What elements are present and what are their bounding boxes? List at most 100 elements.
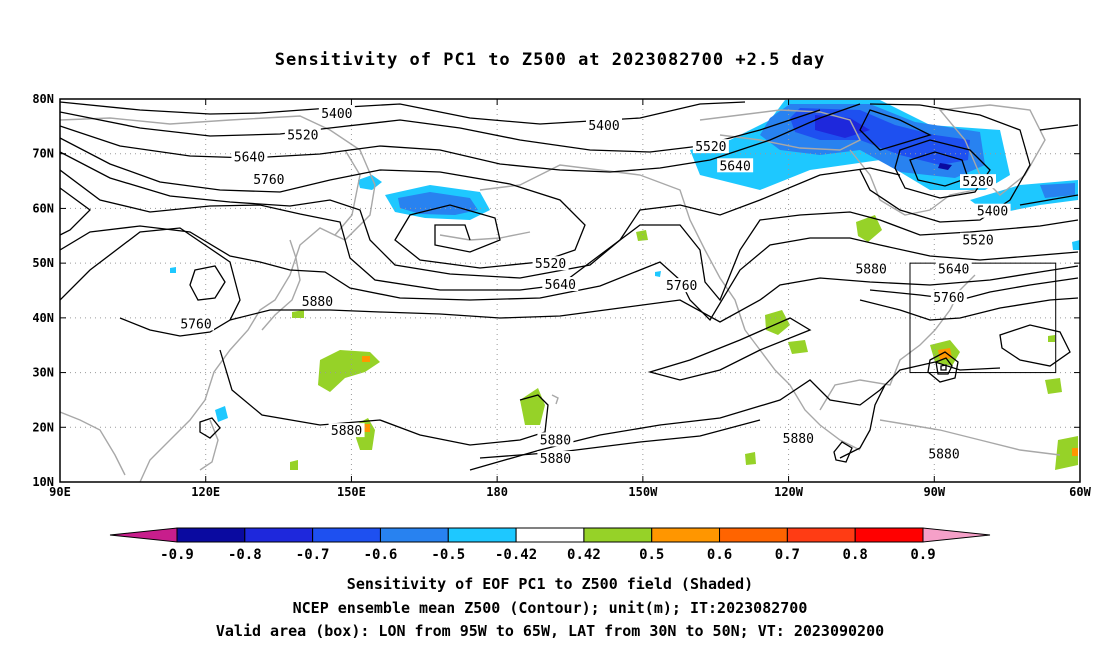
- contour-label: 5880: [783, 432, 814, 447]
- contour-label: 5520: [962, 234, 993, 249]
- contour-label: 5760: [666, 279, 697, 294]
- colorbar-label: 0.7: [775, 547, 800, 563]
- lat-label: 70N: [32, 147, 54, 161]
- shade-positive: [636, 230, 648, 241]
- colorbar-swatch: [651, 527, 721, 543]
- contour-label-bg: [780, 430, 817, 445]
- contour-line: [999, 324, 1071, 367]
- colorbar-swatch: [719, 527, 788, 543]
- contour-line: [60, 101, 746, 125]
- coastline-japan: [261, 239, 301, 331]
- contour-label-bg: [318, 105, 355, 120]
- contour-line: [60, 151, 901, 279]
- contour-line: [229, 265, 1079, 323]
- shade-negative: [398, 192, 478, 215]
- contour-label: 5880: [540, 452, 571, 467]
- colorbar-label: -0.6: [364, 547, 398, 563]
- coastline-caribbean: [879, 419, 1061, 456]
- contour-label-bg: [537, 451, 574, 466]
- coastline-alaska: [479, 164, 746, 331]
- shade-positive: [938, 348, 952, 360]
- plot-frame: [59, 98, 1081, 483]
- lon-label: 60W: [1069, 485, 1091, 499]
- lat-label: 30N: [32, 366, 54, 380]
- valid-area-box: [909, 262, 1057, 374]
- coastline-kamchatka: [334, 149, 361, 236]
- contour-label: 5760: [253, 173, 284, 188]
- shade-positive: [318, 350, 380, 392]
- colorbar-label: 0.8: [843, 547, 868, 563]
- shade-positive: [856, 215, 882, 242]
- colorbar-label: -0.8: [228, 547, 262, 563]
- shade-positive: [290, 460, 298, 470]
- colorbar-swatch: [176, 527, 246, 543]
- colorbar-label: 0.42: [567, 547, 601, 563]
- colorbar-swatch: [583, 527, 653, 543]
- plot-title: Sensitivity of PC1 to Z500 at 2023082700…: [274, 50, 826, 70]
- colorbar-label: -0.7: [296, 547, 330, 563]
- coastline-na-west: [744, 329, 861, 451]
- colorbar-label: -0.5: [431, 547, 465, 563]
- shade-positive: [1072, 448, 1078, 456]
- colorbar-swatch: [515, 527, 585, 543]
- shade-negative: [170, 267, 176, 273]
- contour-label-bg: [542, 277, 579, 292]
- contour-label-bg: [853, 261, 890, 276]
- coastline-philippines: [199, 419, 219, 471]
- shade-negative: [938, 163, 952, 170]
- contour-label: 5760: [180, 317, 211, 332]
- footer-line-1: Sensitivity of EOF PC1 to Z500 field (Sh…: [346, 575, 754, 593]
- lon-label: 90E: [49, 485, 71, 499]
- shade-negative: [1040, 183, 1075, 198]
- shade-positive: [745, 452, 756, 465]
- contour-labels: 5400552056405760540055205640528054005520…: [178, 105, 1011, 467]
- shade-positive: [765, 310, 790, 335]
- contour-line: [60, 227, 241, 337]
- colorbar-swatch: [447, 527, 517, 543]
- contour-label-bg: [328, 423, 365, 438]
- lon-label: 150E: [337, 485, 366, 499]
- contour-label-bg: [926, 446, 962, 461]
- coastline-asia: [60, 115, 376, 482]
- contour-label-bg: [250, 171, 287, 186]
- colorbar-label: 0.9: [910, 547, 935, 563]
- lat-label: 20N: [32, 420, 54, 434]
- contour-label-bg: [231, 149, 268, 164]
- contour-label-bg: [537, 432, 574, 447]
- contour-line: [935, 357, 953, 375]
- shade-negative: [358, 175, 382, 190]
- contour-line: [479, 419, 761, 459]
- contour-line: [894, 139, 991, 199]
- contour-label: 5640: [545, 278, 576, 293]
- shade-positive: [1045, 378, 1062, 394]
- colorbar-label: 0.5: [639, 547, 664, 563]
- colorbar-swatch: [379, 527, 449, 543]
- lon-label: 180: [486, 485, 508, 499]
- contour-label: 5400: [977, 205, 1008, 220]
- shade-positive: [520, 388, 545, 425]
- contour-line: [859, 109, 932, 151]
- contour-label: 5280: [962, 175, 993, 190]
- contour-line: [940, 364, 947, 371]
- contour-line: [199, 417, 221, 439]
- contour-label: 5520: [695, 140, 726, 155]
- colorbar: -0.9 -0.8 -0.7 -0.6 -0.5 -0.42 0.42 0.5 0.6 0.7 0.…: [109, 527, 991, 563]
- contour-label-bg: [299, 293, 336, 308]
- coastline-hawaii: [551, 394, 559, 405]
- lon-label: 120E: [191, 485, 220, 499]
- lat-label: 50N: [32, 256, 54, 270]
- contour-label: 5400: [321, 107, 352, 122]
- contour-line: [60, 103, 861, 173]
- shade-negative: [215, 406, 228, 422]
- coastline-seasia: [60, 411, 126, 476]
- lon-label: 120W: [774, 485, 804, 499]
- contour-line: [859, 103, 1031, 223]
- contour-label-bg: [935, 261, 972, 276]
- contour-label: 5880: [540, 433, 571, 448]
- lon-label: 150W: [628, 485, 658, 499]
- contour-line: [189, 265, 226, 301]
- axis-ticks: [59, 98, 1081, 483]
- shade-negative: [655, 271, 661, 277]
- contour-label-bg: [960, 174, 996, 189]
- coastline-hudson: [849, 149, 976, 216]
